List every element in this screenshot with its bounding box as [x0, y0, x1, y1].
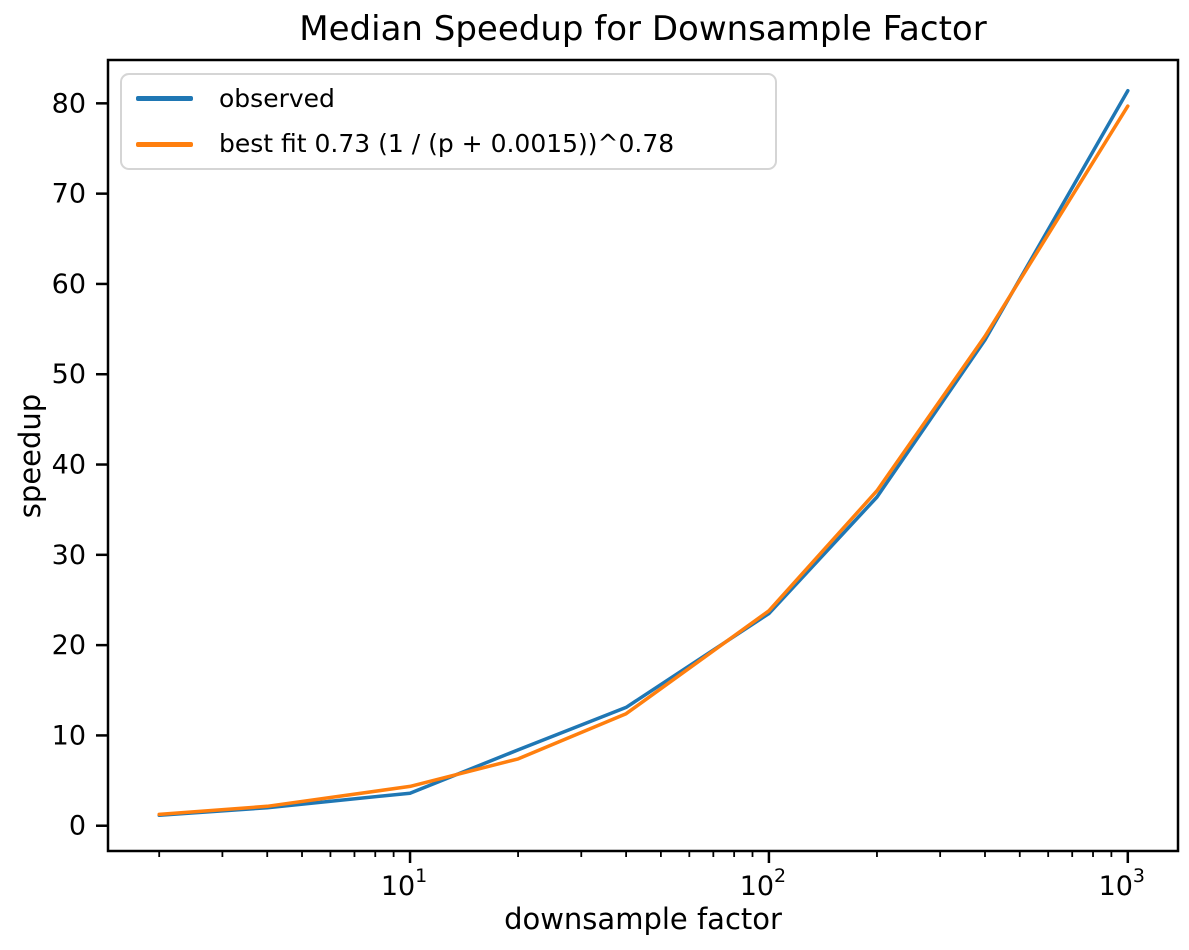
x-tick-label: 101: [381, 865, 427, 902]
best-fit-line: [157, 104, 1130, 817]
legend-label-observed: observed: [219, 83, 335, 113]
chart-title: Median Speedup for Downsample Factor: [299, 9, 987, 49]
y-tick-label: 0: [69, 811, 86, 842]
y-tick-label: 70: [52, 179, 86, 210]
y-tick-label: 80: [52, 88, 86, 119]
y-tick-label: 50: [52, 359, 86, 390]
legend-label-best-fit: best fit 0.73 (1 / (p + 0.0015))^0.78: [219, 129, 675, 159]
observed-line-swatch: [136, 96, 193, 102]
x-tick-label: 103: [1099, 865, 1145, 902]
best-fit-line-swatch: [136, 141, 193, 147]
y-tick-label: 60: [52, 269, 86, 300]
y-tick-label: 30: [52, 540, 86, 571]
legend-entry-observed: observed: [122, 77, 775, 121]
y-tick-label: 40: [52, 450, 86, 481]
legend: observed best fit 0.73 (1 / (p + 0.0015)…: [120, 73, 777, 170]
axes-spines: [106, 58, 1180, 853]
y-tick-label: 10: [52, 720, 86, 751]
observed-line: [157, 88, 1130, 818]
x-tick-label: 102: [740, 865, 786, 902]
legend-entry-best-fit: best fit 0.73 (1 / (p + 0.0015))^0.78: [122, 122, 775, 166]
y-tick-label: 20: [52, 630, 86, 661]
x-axis-label: downsample factor: [504, 902, 782, 936]
y-axis-label: speedup: [13, 393, 47, 519]
